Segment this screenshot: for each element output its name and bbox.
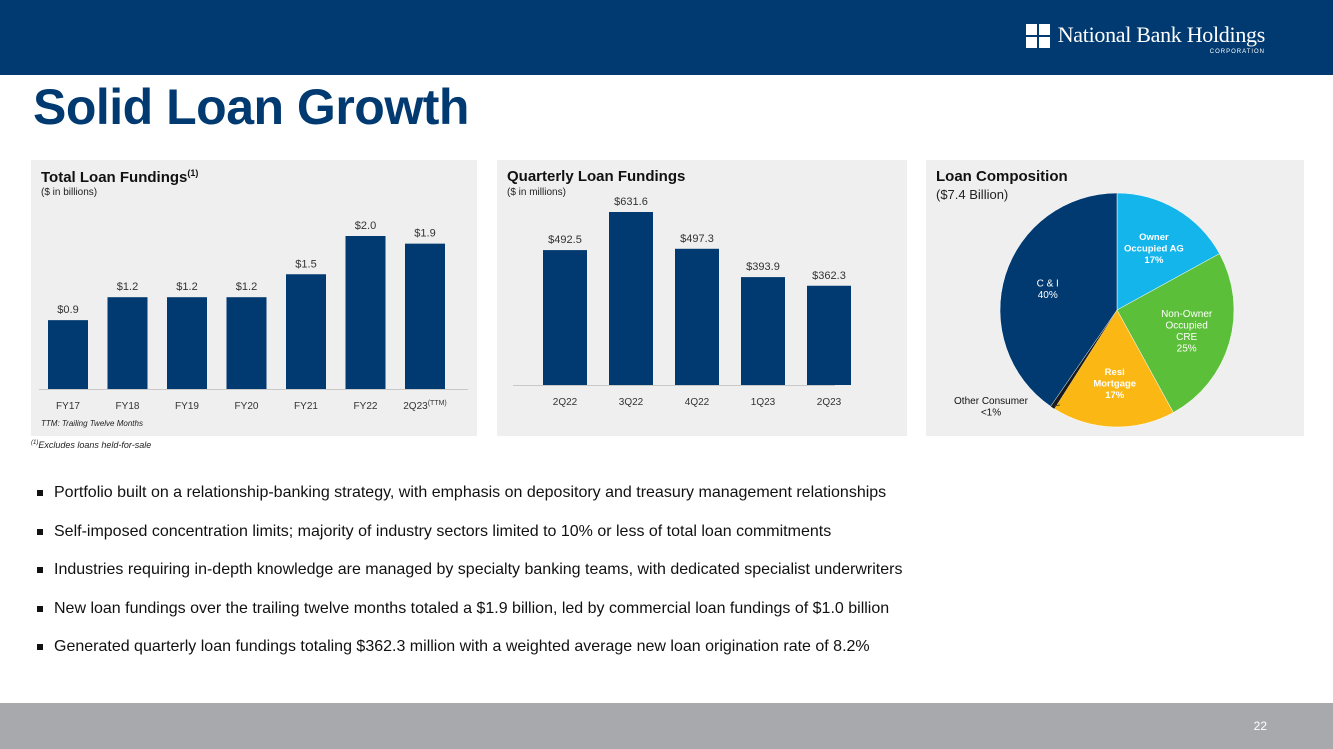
footnote: (1)Excludes loans held-for-sale	[31, 440, 152, 450]
bullet-list: Portfolio built on a relationship-bankin…	[37, 483, 902, 676]
list-item: Portfolio built on a relationship-bankin…	[37, 483, 902, 522]
bullet-square-icon	[37, 528, 43, 535]
tick-label: 2Q23(TTM)	[403, 400, 447, 412]
bar	[107, 297, 148, 389]
bar	[226, 297, 267, 389]
bar	[807, 285, 851, 385]
slice-label: Owner Occupied AG 17%	[1124, 232, 1184, 266]
header-bar: National Bank Holdings CORPORATION	[0, 0, 1333, 75]
total-loan-fundings-panel: $0.9 FY17 $1.2 FY18 $1.2 FY19 $1.2 FY20 $1.5 FY21…	[31, 160, 477, 436]
chart-title: Total Loan Fundings(1)	[41, 168, 199, 186]
page-title: Solid Loan Growth	[33, 79, 469, 135]
loan-composition-panel: Owner Occupied AG 17% Non-Owner Occupied CRE 2…	[926, 160, 1304, 436]
tick-label: 2Q22	[553, 397, 578, 408]
list-item: New loan fundings over the trailing twel…	[37, 599, 902, 638]
tick-label: 3Q22	[619, 397, 644, 408]
tick-label: FY19	[175, 401, 199, 412]
data-label: $1.2	[117, 281, 138, 293]
bullet-square-icon	[37, 605, 43, 612]
tick-label: FY21	[294, 401, 318, 412]
slice-label: Non-Owner Occupied CRE 25%	[1161, 309, 1213, 355]
data-label: $393.9	[746, 261, 780, 273]
chart-subtitle: ($ in billions)	[41, 187, 98, 198]
list-item: Generated quarterly loan fundings totali…	[37, 637, 902, 676]
bullet-square-icon	[37, 567, 43, 573]
data-label: $2.0	[355, 220, 376, 232]
bar	[286, 274, 326, 389]
bar	[48, 320, 88, 389]
tick-label: FY20	[235, 401, 259, 412]
tick-superscript: (TTM)	[428, 400, 447, 407]
data-label: $0.9	[57, 304, 78, 316]
data-label: $1.9	[414, 228, 435, 240]
bullet-square-icon	[37, 490, 43, 496]
footer-bar: 22	[0, 703, 1333, 749]
list-item: Self-imposed concentration limits; major…	[37, 522, 902, 561]
slice-label: C & I 40%	[1037, 279, 1059, 302]
data-label: $631.6	[614, 196, 648, 208]
logo-name: National Bank Holdings	[1057, 22, 1266, 47]
tick-label: FY17	[56, 401, 80, 412]
loan-composition-pie-chart: Owner Occupied AG 17% Non-Owner Occupied CRE 2…	[954, 192, 1235, 428]
bar	[609, 212, 653, 385]
ttm-note: TTM: Trailing Twelve Months	[41, 419, 143, 428]
company-logo: National Bank Holdings CORPORATION	[1025, 22, 1266, 56]
tick-label: 1Q23	[751, 397, 776, 408]
tick-label: 4Q22	[685, 397, 710, 408]
logo-squares-icon	[1025, 24, 1050, 48]
chart-subtitle: ($ in millions)	[507, 187, 566, 198]
total-loan-fundings-chart: $0.9 FY17 $1.2 FY18 $1.2 FY19 $1.2 FY20 $1.5 FY21…	[39, 220, 468, 412]
tick-label: FY22	[354, 401, 378, 412]
data-label: $1.2	[176, 281, 197, 293]
chart-title: Loan Composition	[936, 168, 1068, 185]
list-item: Industries requiring in-depth knowledge …	[37, 560, 902, 599]
chart-title: Quarterly Loan Fundings	[507, 168, 686, 185]
quarterly-loan-fundings-chart: $492.5 2Q22 $631.6 3Q22 $497.3 4Q22 $393.9 1Q23…	[513, 196, 851, 408]
data-label: $1.5	[295, 258, 316, 270]
pie-slice	[1116, 192, 1220, 311]
logo-subtitle: CORPORATION	[1209, 49, 1265, 55]
pie-slice	[1116, 253, 1235, 413]
data-label: $1.2	[236, 281, 257, 293]
slice-label: Other Consumer <1%	[954, 396, 1029, 419]
slice-label: Resi Mortgage 17%	[1093, 367, 1136, 401]
bar	[345, 236, 386, 389]
bar	[543, 250, 587, 385]
tick-label: FY18	[116, 401, 140, 412]
chart-subtitle: ($7.4 Billion)	[936, 187, 1009, 202]
bar	[167, 297, 207, 389]
bar	[675, 248, 719, 385]
data-label: $497.3	[680, 233, 714, 245]
data-label: $362.3	[812, 270, 846, 282]
tick-label: 2Q23	[817, 397, 842, 408]
page-number: 22	[1253, 719, 1267, 733]
bar	[405, 243, 445, 389]
leader-line	[1053, 404, 1061, 407]
pie-slice	[1050, 310, 1117, 409]
data-label: $492.5	[548, 234, 582, 246]
bar	[741, 277, 785, 385]
pie-slice	[1053, 309, 1174, 428]
quarterly-loan-fundings-panel: $492.5 2Q22 $631.6 3Q22 $497.3 4Q22 $393.9 1Q23…	[497, 160, 907, 436]
bullet-square-icon	[37, 644, 43, 650]
pie-slice	[999, 192, 1118, 407]
